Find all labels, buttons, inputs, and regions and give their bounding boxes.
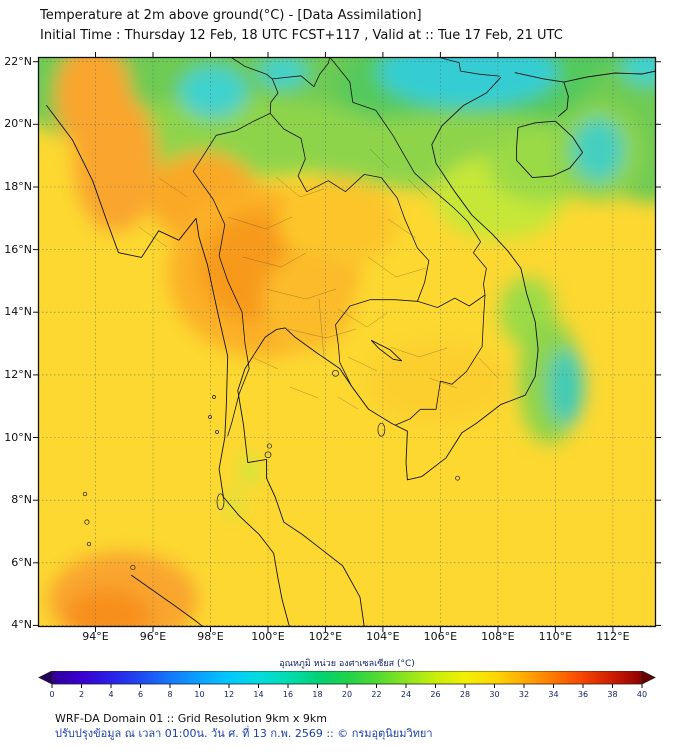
lat-tick-label: 14°N xyxy=(4,305,32,319)
lon-tick-label: 104°E xyxy=(366,630,400,643)
mergui-island-2 xyxy=(208,415,212,419)
lon-tick-label: 106°E xyxy=(423,630,458,643)
colorbar-tick-label: 12 xyxy=(223,690,235,699)
lat-tick-label: 12°N xyxy=(4,367,32,381)
colorbar-tick-label: 20 xyxy=(341,690,353,699)
lat-tick-label: 10°N xyxy=(4,430,32,444)
border-laos-vietnam xyxy=(329,57,487,296)
border-laos-china xyxy=(271,57,331,88)
lon-tick-label: 94°E xyxy=(82,630,109,643)
lon-tick-label: 98°E xyxy=(197,630,224,643)
nicobar-island-1 xyxy=(84,519,90,525)
phangan-island xyxy=(266,443,272,449)
lat-tick-label: 8°N xyxy=(11,493,32,507)
coastline-west xyxy=(46,105,290,627)
lat-tick-label: 20°N xyxy=(4,117,32,131)
colorbar-label: อุณหภูมิ หน่วย องศาเซลเซียส (°C) xyxy=(279,659,415,669)
border-myanmar-thailand xyxy=(192,113,271,437)
lon-tick-label: 110°E xyxy=(538,630,573,643)
colorbar-tick-label: 8 xyxy=(167,690,173,699)
footer-domain-info: WRF-DA Domain 01 :: Grid Resolution 9km … xyxy=(55,712,327,725)
border-myanmar-china xyxy=(230,57,273,80)
coastline-east xyxy=(237,76,539,627)
footer-update-info: ปรับปรุงข้อมูล ณ เวลา 01:00น. วัน ศ. ที่… xyxy=(55,727,433,740)
colorbar-tick-label: 34 xyxy=(548,690,559,699)
colorbar-tick-label: 38 xyxy=(607,690,618,699)
colorbar-tick-label: 32 xyxy=(518,690,530,699)
mergui-island-1 xyxy=(212,395,216,399)
colorbar-tick-label: 30 xyxy=(489,690,500,699)
coastline-sumatra xyxy=(130,574,204,627)
colorbar-tick-label: 16 xyxy=(282,690,294,699)
lon-tick-label: 102°E xyxy=(308,630,343,643)
colorbar-tick-label: 0 xyxy=(49,690,55,699)
phuket-island xyxy=(216,493,225,511)
border-thailand-cambodia xyxy=(335,299,418,387)
islands-layer xyxy=(82,369,460,571)
con-dao-island xyxy=(455,475,460,481)
country-borders-layer xyxy=(192,57,500,437)
tonle-sap-lake xyxy=(370,339,403,362)
colorbar-tick-label: 24 xyxy=(400,690,412,699)
map-frame-border xyxy=(37,56,657,628)
colorbar-gradient-bar xyxy=(51,671,643,685)
coastline-leizhou xyxy=(557,81,569,117)
nicobar-island-2 xyxy=(82,491,88,497)
lat-tick-label: 4°N xyxy=(11,618,32,632)
colorbar-tick-label: 40 xyxy=(636,690,648,699)
lat-axis: 22°N 20°N 18°N 16°N 14°N 12°N 10°N 8°N 6°N 4°N xyxy=(0,54,36,632)
coastline-layer xyxy=(46,70,656,627)
colorbar-tick-label: 26 xyxy=(430,690,441,699)
border-thailand-laos xyxy=(269,113,430,302)
samui-island xyxy=(264,451,272,459)
footer: WRF-DA Domain 01 :: Grid Resolution 9km … xyxy=(55,711,433,741)
colorbar xyxy=(38,671,656,688)
lon-tick-label: 100°E xyxy=(251,630,285,643)
colorbar-tick-label: 18 xyxy=(312,690,323,699)
mergui-island-3 xyxy=(215,430,219,434)
coastline-china xyxy=(514,70,656,83)
colorbar-tick-labels: 0 2 4 6 8 10 12 14 16 18 20 22 24 26 28 30 32 34 36 38 40 xyxy=(38,690,656,700)
lon-axis: 94°E 96°E 98°E 100°E 102°E 104°E 106°E 108°E 110… xyxy=(38,630,656,645)
border-vietnam-china xyxy=(437,57,500,77)
title-block: Temperature at 2m above ground(°C) - [Da… xyxy=(40,6,563,46)
weh-island xyxy=(130,564,136,571)
nicobar-island-3 xyxy=(86,541,92,547)
colorbar-tick-label: 22 xyxy=(371,690,382,699)
koh-chang-island xyxy=(332,369,339,377)
lat-tick-label: 16°N xyxy=(4,242,32,256)
lat-tick-label: 22°N xyxy=(4,54,32,68)
border-myanmar-laos xyxy=(269,78,279,114)
lon-tick-label: 108°E xyxy=(481,630,515,643)
colorbar-tick-label: 2 xyxy=(78,690,85,699)
phu-quoc-island xyxy=(377,422,386,437)
grid-lines xyxy=(38,57,656,627)
border-laos-cambodia xyxy=(417,294,486,308)
axis-ticks xyxy=(33,52,661,632)
colorbar-tick-label: 14 xyxy=(253,690,264,699)
province-lines xyxy=(138,148,498,410)
temperature-field xyxy=(38,57,656,627)
lon-tick-label: 96°E xyxy=(139,630,167,643)
colorbar-tick-label: 36 xyxy=(577,690,589,699)
colorbar-tick-label: 4 xyxy=(108,690,114,699)
colorbar-ticks xyxy=(51,684,643,688)
chart-subtitle: Initial Time : Thursday 12 Feb, 18 UTC F… xyxy=(40,28,563,43)
colorbar-tick-label: 6 xyxy=(137,690,144,699)
lon-tick-label: 112°E xyxy=(596,630,630,643)
map-plot xyxy=(33,52,661,632)
lat-tick-label: 6°N xyxy=(11,555,32,569)
chart-title: Temperature at 2m above ground(°C) - [Da… xyxy=(40,8,422,23)
border-cambodia-vietnam xyxy=(395,294,486,426)
colorbar-tick-label: 10 xyxy=(194,690,205,699)
lat-tick-label: 18°N xyxy=(4,180,32,193)
colorbar-tick-label: 28 xyxy=(459,690,471,699)
colorbar-left-arrow xyxy=(38,671,53,685)
coastline-hainan xyxy=(516,120,584,179)
colorbar-right-arrow xyxy=(641,671,656,685)
